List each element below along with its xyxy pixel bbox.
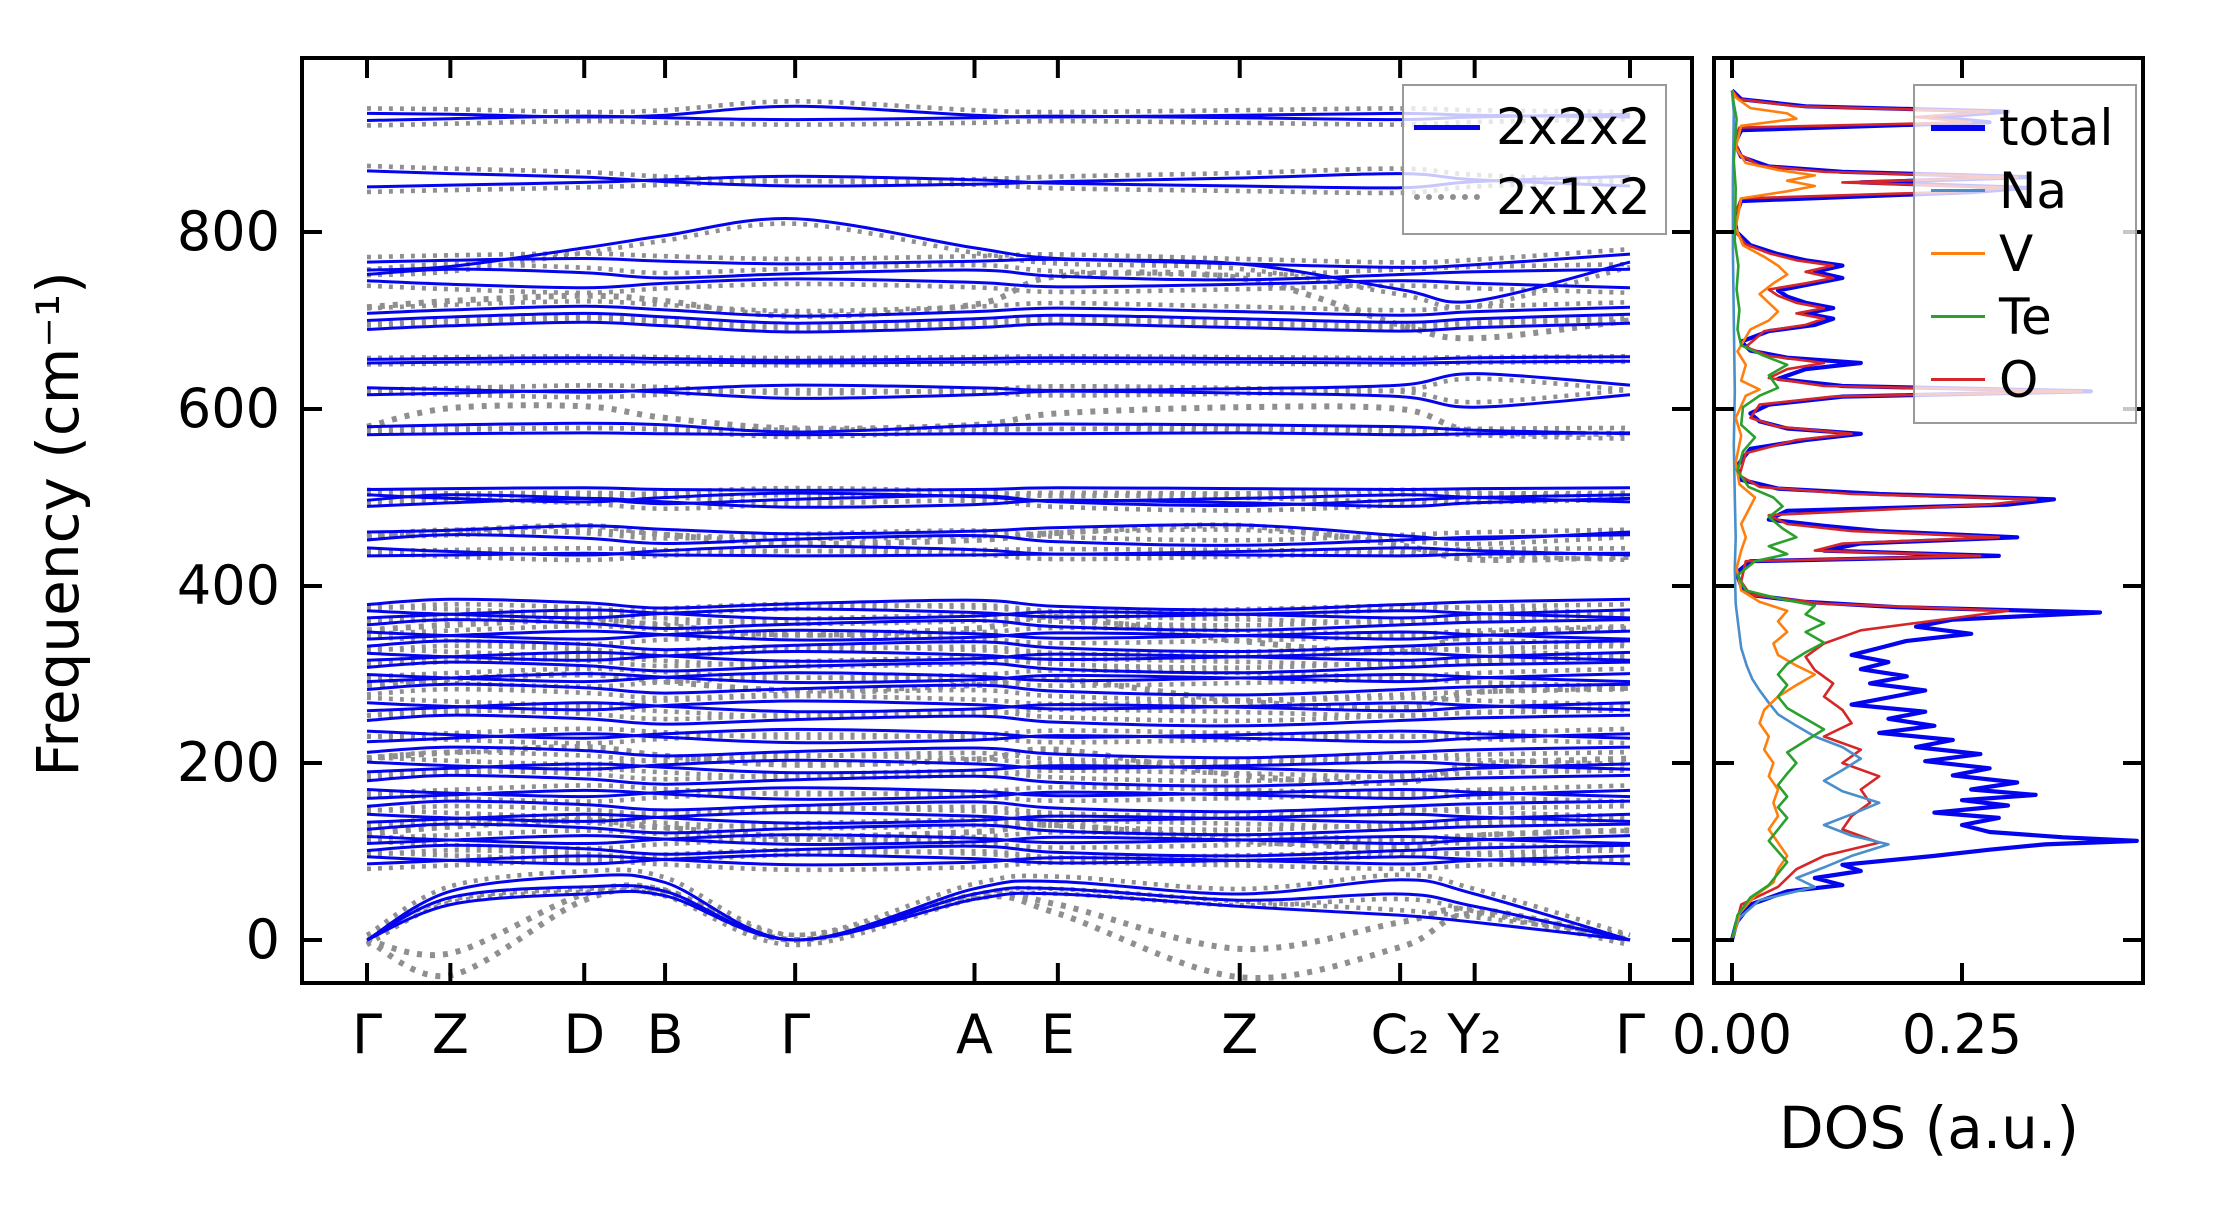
k-point-label-0: Γ [351, 1003, 383, 1066]
k-point-label-8: C₂ [1370, 1003, 1430, 1066]
legend-entry-v: V [1931, 222, 2135, 285]
dos-series-Te [1730, 90, 1826, 941]
legend-label: total [1999, 98, 2114, 157]
k-point-label-6: E [1040, 1003, 1075, 1066]
dos-tick-label-1: 0.25 [1901, 1003, 2023, 1066]
o-line-sample [1931, 378, 1985, 381]
total-line-sample [1931, 124, 1985, 131]
solid-line-sample [1414, 124, 1480, 130]
dos-axis-label: DOS (a.u.) [1779, 1094, 2079, 1162]
legend-entry-o: O [1931, 348, 2135, 411]
freq-tick-label-2: 400 [176, 554, 280, 617]
dos-series-O [1730, 89, 2083, 941]
legend-label: O [1999, 350, 2039, 409]
k-point-label-5: A [956, 1003, 993, 1066]
freq-tick-label-4: 800 [176, 200, 280, 263]
freq-tick-label-0: 0 [245, 908, 280, 971]
dos-curves [1729, 88, 2139, 941]
band-structure-curves [365, 98, 1631, 981]
freq-tick-label-3: 600 [176, 377, 280, 440]
legend-entry-2x1x2: 2x1x2 [1414, 162, 1665, 232]
k-point-label-7: Z [1221, 1003, 1259, 1066]
k-point-label-9: Y₂ [1447, 1003, 1502, 1066]
legend-label: 2x2x2 [1496, 98, 1651, 156]
k-point-label-2: D [563, 1003, 606, 1066]
k-point-label-10: Γ [1614, 1003, 1646, 1066]
legend-entry-total: total [1931, 96, 2135, 159]
dos-series-total [1729, 88, 2139, 941]
k-point-label-1: Z [431, 1003, 469, 1066]
legend-entry-na: Na [1931, 159, 2135, 222]
na-line-sample [1931, 189, 1985, 192]
te-line-sample [1931, 315, 1985, 318]
k-point-label-3: B [646, 1003, 684, 1066]
dos-tick-label-0: 0.00 [1671, 1003, 1793, 1066]
k-point-label-4: Γ [780, 1003, 811, 1066]
legend-entry-2x2x2: 2x2x2 [1414, 92, 1665, 162]
freq-tick-label-1: 200 [176, 731, 280, 794]
legend-label: V [1999, 224, 2034, 283]
dotted-line-sample [1414, 194, 1480, 200]
legend-label: Te [1999, 287, 2052, 346]
axes-frames-and-ticks [300, 56, 2145, 985]
dos-series-Na [1730, 90, 1890, 941]
dos-legend: total Na V Te O [1913, 84, 2137, 424]
y-axis-label: Frequency (cm⁻¹) [24, 271, 92, 777]
legend-label: 2x1x2 [1496, 168, 1651, 226]
dos-series-V [1730, 89, 1817, 941]
legend-entry-te: Te [1931, 285, 2135, 348]
band-legend: 2x2x2 2x1x2 [1402, 84, 1667, 235]
legend-label: Na [1999, 161, 2068, 220]
v-line-sample [1931, 252, 1985, 255]
